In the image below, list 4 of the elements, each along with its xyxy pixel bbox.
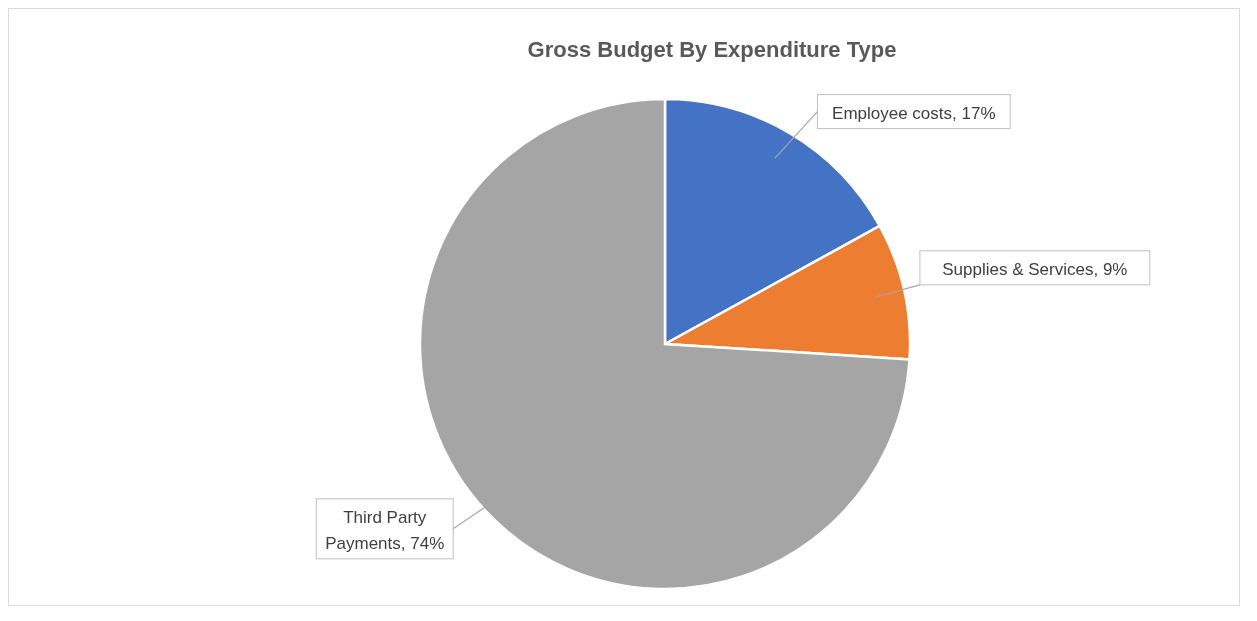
slice-label: Third Party Payments, 74%	[325, 507, 445, 553]
chart-title: Gross Budget By Expenditure Type	[526, 37, 898, 63]
slice-label: Supplies & Services, 9%	[942, 259, 1128, 279]
slice-label: Employee costs, 17%	[832, 103, 996, 123]
